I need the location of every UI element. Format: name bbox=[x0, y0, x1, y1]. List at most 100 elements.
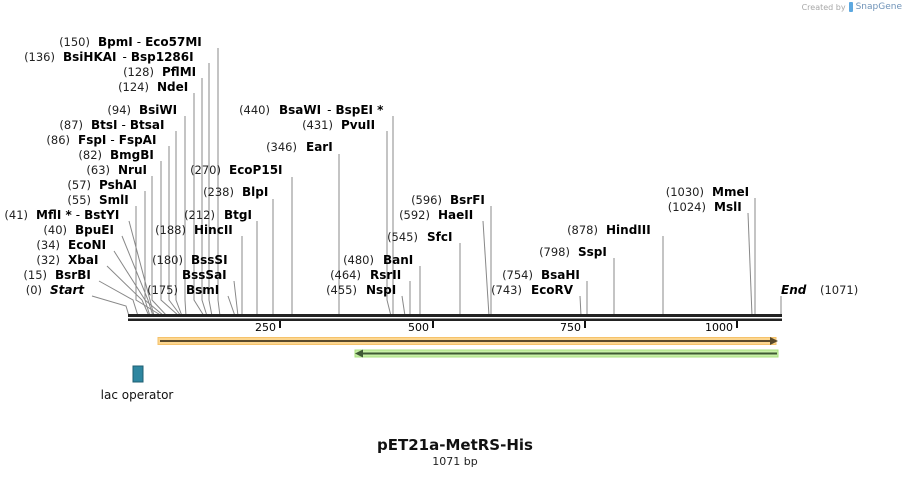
svg-text:HaeII: HaeII bbox=[438, 208, 473, 222]
enzyme-blpi[interactable]: (238) BlpI bbox=[203, 185, 268, 199]
enzyme-bsssi[interactable]: (180) BssSI bbox=[152, 253, 227, 267]
enzyme-xbai[interactable]: (32) XbaI bbox=[36, 253, 98, 267]
svg-text:(1071): (1071) bbox=[820, 283, 858, 297]
enzyme-bsrbi[interactable]: (15) BsrBI bbox=[23, 268, 90, 282]
enzyme-sfci[interactable]: (545) SfcI bbox=[387, 230, 452, 244]
enzyme-eari[interactable]: (346) EarI bbox=[266, 140, 333, 154]
tick-250: 250 bbox=[255, 321, 276, 334]
svg-text:MslI: MslI bbox=[714, 200, 742, 214]
svg-text:MflI *-BstYI: MflI * - BstYI bbox=[36, 208, 119, 222]
svg-text:EcoRV: EcoRV bbox=[531, 283, 574, 297]
enzyme-nrui[interactable]: (63) NruI bbox=[86, 163, 147, 177]
snapgene-watermark: Created by SnapGene bbox=[802, 2, 902, 12]
enzyme-bsiwi[interactable]: (94) BsiWI bbox=[107, 103, 177, 117]
enzyme-bpmi[interactable]: (150) BpmI - Eco57MI bbox=[59, 35, 202, 49]
svg-text:HincII: HincII bbox=[194, 223, 233, 237]
svg-text:EcoP15I: EcoP15I bbox=[229, 163, 283, 177]
svg-text:(754): (754) bbox=[502, 268, 533, 282]
svg-text:(136): (136) bbox=[24, 50, 55, 64]
svg-text:(86): (86) bbox=[46, 133, 70, 147]
svg-text:MmeI: MmeI bbox=[712, 185, 749, 199]
dna-backbone bbox=[128, 314, 782, 321]
feature-orange-forward[interactable] bbox=[157, 337, 778, 345]
enzyme-mmei[interactable]: (1030) MmeI bbox=[666, 185, 749, 199]
svg-text:(55): (55) bbox=[67, 193, 91, 207]
arrow-left-icon bbox=[355, 349, 363, 358]
svg-text:(0): (0) bbox=[26, 283, 42, 297]
tick-750: 750 bbox=[560, 321, 581, 334]
lac-operator-feature[interactable] bbox=[132, 365, 144, 383]
enzyme-bsmi[interactable]: (175) BsmI bbox=[147, 283, 219, 297]
watermark-created-by: Created by bbox=[801, 2, 846, 12]
svg-text:BsaHI: BsaHI bbox=[541, 268, 580, 282]
enzyme-bsihkai[interactable]: (136) BsiHKAI - Bsp1286I bbox=[24, 50, 194, 64]
svg-text:(41): (41) bbox=[4, 208, 28, 222]
svg-text:NdeI: NdeI bbox=[157, 80, 188, 94]
enzyme-btgi[interactable]: (212) BtgI bbox=[184, 208, 252, 222]
enzyme-econi[interactable]: (34) EcoNI bbox=[36, 238, 106, 252]
enzyme-sspi[interactable]: (798) SspI bbox=[539, 245, 607, 259]
enzyme-hincii[interactable]: (188) HincII bbox=[155, 223, 233, 237]
watermark-brand: SnapGene bbox=[855, 2, 902, 12]
svg-text:(270): (270) bbox=[190, 163, 221, 177]
svg-text:BsmI: BsmI bbox=[186, 283, 219, 297]
svg-text:BtsI-BtsaI: BtsI - BtsaI bbox=[91, 118, 164, 132]
enzyme-msli[interactable]: (1024) MslI bbox=[668, 200, 742, 214]
svg-text:BtgI: BtgI bbox=[224, 208, 252, 222]
svg-text:BpmI-Eco57MI: BpmI - Eco57MI bbox=[98, 35, 202, 49]
svg-text:PvuII: PvuII bbox=[341, 118, 375, 132]
svg-text:(82): (82) bbox=[78, 148, 102, 162]
svg-text:(878): (878) bbox=[567, 223, 598, 237]
enzyme-pshai[interactable]: (57) PshAI bbox=[67, 178, 137, 192]
svg-text:(188): (188) bbox=[155, 223, 186, 237]
svg-text:BsrFI: BsrFI bbox=[450, 193, 485, 207]
tick-1000: 1000 bbox=[705, 321, 733, 334]
svg-text:(798): (798) bbox=[539, 245, 570, 259]
svg-text:(743): (743) bbox=[491, 283, 522, 297]
enzyme-ecop15i[interactable]: (270) EcoP15I bbox=[190, 163, 282, 177]
enzyme-nspi[interactable]: (455) NspI bbox=[326, 283, 396, 297]
svg-text:(15): (15) bbox=[23, 268, 47, 282]
enzyme-btsi[interactable]: (87) BtsI - BtsaI bbox=[59, 118, 164, 132]
svg-text:(175): (175) bbox=[147, 283, 178, 297]
svg-text:(40): (40) bbox=[43, 223, 67, 237]
enzyme-bmgbi[interactable]: (82) BmgBI bbox=[78, 148, 153, 162]
snapgene-logo-icon bbox=[848, 2, 853, 12]
feature-green-reverse[interactable] bbox=[354, 349, 779, 358]
enzyme-bsrfi[interactable]: (596) BsrFI bbox=[411, 193, 485, 207]
enzyme-pflmi[interactable]: (128) PflMI bbox=[123, 65, 196, 79]
svg-text:BanI: BanI bbox=[383, 253, 413, 267]
enzyme-hindiii[interactable]: (878) HindIII bbox=[567, 223, 651, 237]
enzyme-bsssai[interactable]: BssSaI bbox=[182, 268, 227, 282]
svg-text:HindIII: HindIII bbox=[606, 223, 651, 237]
enzyme-pvuii[interactable]: (431) PvuII bbox=[302, 118, 375, 132]
svg-text:BsrBI: BsrBI bbox=[55, 268, 91, 282]
svg-text:(57): (57) bbox=[67, 178, 91, 192]
enzyme-labels: (150) BpmI - Eco57MI (136) BsiHKAI - Bsp1286I … bbox=[4, 35, 858, 297]
svg-text:BsiWI: BsiWI bbox=[139, 103, 177, 117]
enzyme-ecorv[interactable]: (743) EcoRV bbox=[491, 283, 574, 297]
svg-text:BssSaI: BssSaI bbox=[182, 268, 227, 282]
svg-text:BpuEI: BpuEI bbox=[75, 223, 114, 237]
enzyme-fspi[interactable]: (86) FspI - FspAI bbox=[46, 133, 156, 147]
enzyme-bani[interactable]: (480) BanI bbox=[343, 253, 413, 267]
enzyme-bsawi[interactable]: (440) BsaWI - BspEI * bbox=[239, 103, 384, 117]
enzyme-bsahi[interactable]: (754) BsaHI bbox=[502, 268, 580, 282]
svg-text:(63): (63) bbox=[86, 163, 110, 177]
svg-text:(238): (238) bbox=[203, 185, 234, 199]
svg-text:RsrII: RsrII bbox=[370, 268, 401, 282]
svg-text:(124): (124) bbox=[118, 80, 149, 94]
enzyme-ndei[interactable]: (124) NdeI bbox=[118, 80, 188, 94]
enzyme-haeii[interactable]: (592) HaeII bbox=[399, 208, 473, 222]
svg-text:BlpI: BlpI bbox=[242, 185, 268, 199]
map-length: 1071 bp bbox=[432, 455, 478, 468]
enzyme-rsrii[interactable]: (464) RsrII bbox=[330, 268, 401, 282]
svg-text:BssSI: BssSI bbox=[191, 253, 228, 267]
svg-text:NspI: NspI bbox=[366, 283, 396, 297]
enzyme-bpuei[interactable]: (40) BpuEI bbox=[43, 223, 114, 237]
enzyme-smli[interactable]: (55) SmlI bbox=[67, 193, 128, 207]
svg-text:PflMI: PflMI bbox=[162, 65, 196, 79]
svg-text:BmgBI: BmgBI bbox=[110, 148, 154, 162]
enzyme-mfli[interactable]: (41) MflI * - BstYI bbox=[4, 208, 119, 222]
